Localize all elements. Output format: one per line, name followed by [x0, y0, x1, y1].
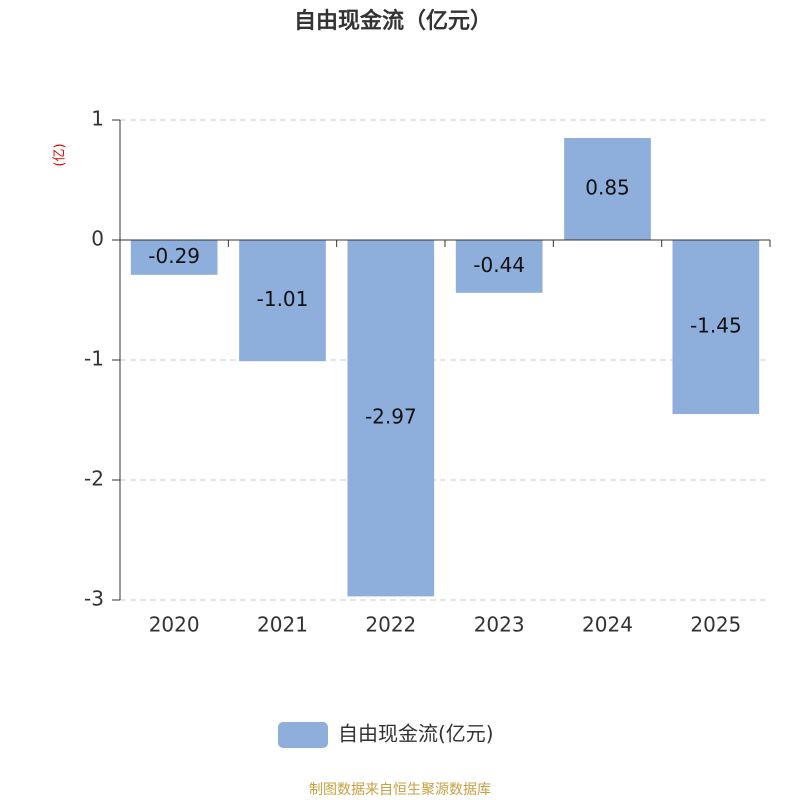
chart-title: 自由现金流（亿元） — [294, 8, 492, 34]
bar — [130, 240, 218, 275]
data-label: -0.29 — [148, 244, 200, 268]
x-tick-label: 2024 — [582, 613, 633, 637]
data-label: -2.97 — [365, 405, 417, 429]
data-label: -0.44 — [473, 253, 525, 277]
bar — [564, 138, 651, 240]
y-tick-label: -3 — [84, 587, 104, 611]
x-tick-label: 2021 — [257, 613, 308, 637]
y-tick-label: -2 — [84, 467, 104, 491]
y-axis-label: (亿) — [53, 143, 68, 166]
x-tick-label: 2022 — [365, 613, 416, 637]
source-note: 制图数据来自恒生聚源数据库 — [309, 782, 491, 798]
x-tick-label: 2023 — [474, 613, 525, 637]
bar — [455, 240, 543, 293]
legend-swatch — [278, 722, 328, 748]
bar — [672, 240, 760, 414]
data-label: -1.45 — [690, 314, 742, 338]
bar — [239, 240, 326, 362]
legend-label: 自由现金流(亿元) — [338, 722, 494, 746]
y-tick-label: 0 — [91, 227, 104, 251]
bar — [347, 240, 435, 597]
y-tick-label: -1 — [84, 347, 104, 371]
x-tick-label: 2020 — [149, 613, 200, 637]
data-label: 0.85 — [585, 176, 630, 200]
y-tick-label: 1 — [91, 107, 104, 131]
x-tick-label: 2025 — [690, 613, 741, 637]
data-label: -1.01 — [257, 287, 309, 311]
